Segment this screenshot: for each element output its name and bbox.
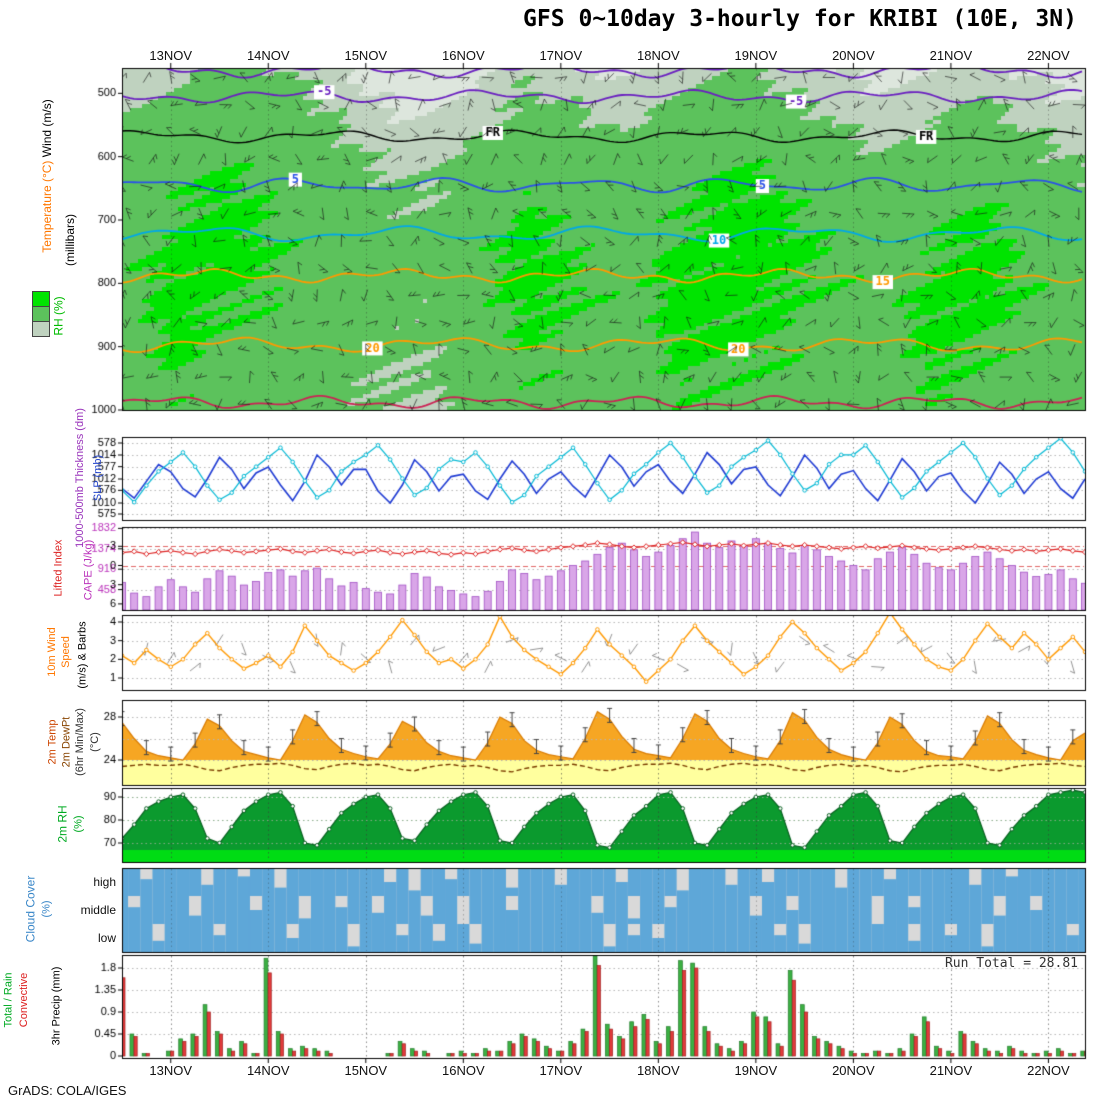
dewpt2m-axis-label: 2m DewPt [59,716,72,768]
rh2m-units-label: (%) [72,815,85,833]
wind-axis-label: Wind (m/s) [39,99,54,158]
x-axis-date: 17NOV [539,48,583,63]
x-axis-date: 16NOV [441,48,485,63]
x-axis-date: 21NOV [929,48,973,63]
x-axis-date: 19NOV [734,48,778,63]
x-axis-date: 15NOV [344,1063,388,1078]
temperature-axis-label: Temperature (°C) [39,160,54,253]
cloud-row-label-low: low [97,931,116,945]
minmax-axis-label: (6hr Min/Max) [73,708,86,776]
x-axis-date: 18NOV [637,48,680,63]
wind10m-axis-label-3: (m/s) & Barbs [76,621,89,689]
x-axis-date: 20NOV [832,1063,875,1078]
wind10m-axis-label-2: Speed [59,636,72,668]
cloud-row-label-high: high [93,875,116,889]
x-axis-date: 19NOV [734,1063,778,1078]
slp-axis-label: SLP (mb) [92,454,105,502]
cloud-cover-axis-label: Cloud Cover [22,875,37,943]
x-axis-date: 20NOV [832,48,875,63]
temp2m-axis-label: 2m Temp [46,719,59,765]
x-axis-date: 13NOV [149,1063,193,1078]
temp-units-label: (°C) [88,732,101,752]
x-axis-date: 17NOV [539,1063,583,1078]
rh-colorbar-cell [32,306,50,322]
x-axis-date: 18NOV [637,1063,680,1078]
grads-credit: GrADS: COLA/IGES [8,1083,127,1098]
x-axis-date: 22NOV [1027,1063,1070,1078]
precip-axis-label: 3hr Precip (mm) [49,966,62,1046]
rh2m-axis-label: 2m RH [55,805,70,843]
x-axis-date: 22NOV [1027,48,1070,63]
lifted-index-axis-label: Lifted Index [51,539,64,597]
p1-wind-temp-label: Temperature (°C) Wind (m/s) [40,99,54,253]
cloud-row-label-middle: middle [80,903,116,917]
rh-colorbar-cell [32,321,50,337]
chart-title: GFS 0~10day 3-hourly for KRIBI (10E, 3N) [523,6,1077,32]
precip-convective-label: Convective [18,972,31,1028]
x-axis-date: 13NOV [149,48,193,63]
x-axis-date: 16NOV [441,1063,485,1078]
cape-axis-label: CAPE (J/kg) [81,539,94,601]
run-total-text: Run Total = 28.81 [944,956,1078,971]
precip-total-rain-label: Total / Rain [2,972,15,1028]
rh-colorbar [32,291,50,337]
thickness-axis-label: 1000-500mb Thickness (dm) [73,408,86,548]
rh-axis-label: RH (%) [51,296,66,336]
millibars-axis-label: (millibars) [63,214,77,266]
x-axis-date: 15NOV [344,48,388,63]
x-axis-date: 14NOV [246,48,290,63]
cloud-cover-units-label: (%) [40,900,53,918]
rh-colorbar-cell [32,291,50,307]
x-axis-date: 21NOV [929,1063,973,1078]
wind10m-axis-label-1: 10m Wind [45,627,58,677]
x-axis-date: 14NOV [246,1063,290,1078]
